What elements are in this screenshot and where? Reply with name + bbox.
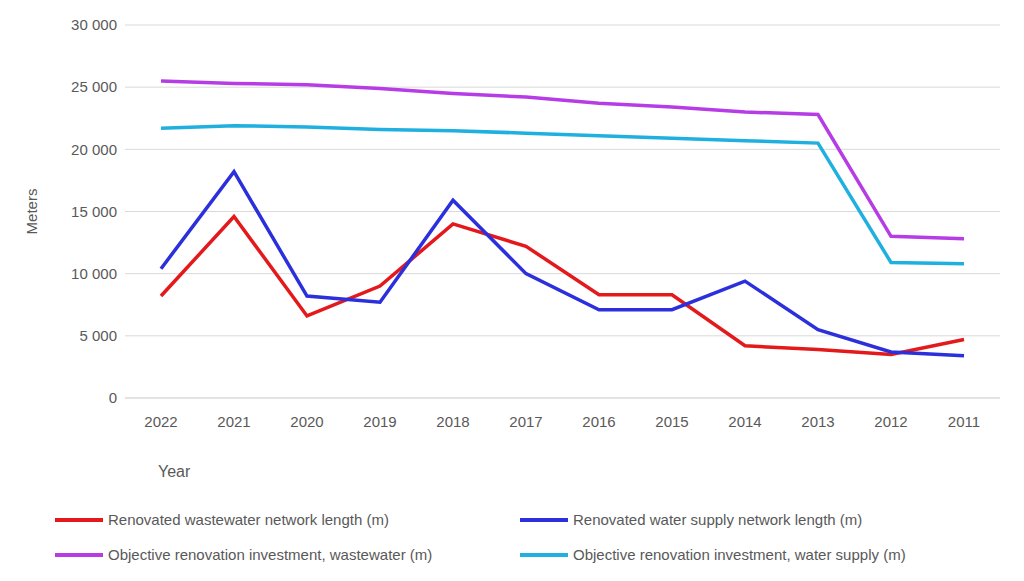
- svg-text:0: 0: [109, 389, 117, 406]
- svg-text:2015: 2015: [655, 413, 688, 430]
- svg-text:2017: 2017: [509, 413, 542, 430]
- svg-text:2018: 2018: [436, 413, 469, 430]
- svg-text:25 000: 25 000: [71, 78, 117, 95]
- html-text:Year: Year: [158, 463, 191, 480]
- html-text:Objective renovation investmen: Objective renovation investment, water s…: [573, 546, 906, 563]
- html-text:Renovated water supply network: Renovated water supply network length (m…: [573, 511, 863, 528]
- svg-text:2013: 2013: [801, 413, 834, 430]
- svg-text:Meters: Meters: [23, 189, 40, 235]
- svg-text:30 000: 30 000: [71, 16, 117, 33]
- svg-text:2011: 2011: [948, 413, 980, 430]
- svg-text:2022: 2022: [144, 413, 177, 430]
- svg-text:20 000: 20 000: [71, 141, 117, 158]
- svg-text:15 000: 15 000: [71, 203, 117, 220]
- svg-text:2014: 2014: [728, 413, 761, 430]
- html-text:Renovated wastewater network l: Renovated wastewater network length (m): [108, 511, 389, 528]
- svg-text:2020: 2020: [290, 413, 323, 430]
- svg-text:2012: 2012: [874, 413, 907, 430]
- svg-text:10 000: 10 000: [71, 265, 117, 282]
- svg-text:5 000: 5 000: [79, 327, 117, 344]
- svg-text:2021: 2021: [217, 413, 250, 430]
- svg-text:2016: 2016: [582, 413, 615, 430]
- svg-text:2019: 2019: [363, 413, 396, 430]
- html-text:Objective renovation investmen: Objective renovation investment, wastewa…: [108, 546, 433, 563]
